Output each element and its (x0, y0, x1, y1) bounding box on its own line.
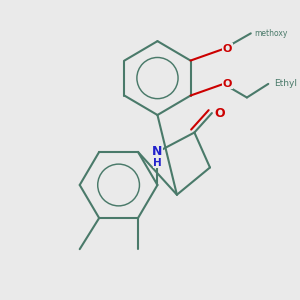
Text: O: O (223, 44, 232, 54)
Text: N: N (152, 146, 163, 158)
Text: H: H (153, 158, 162, 168)
Text: Ethyl: Ethyl (274, 80, 297, 88)
Text: methoxy: methoxy (255, 29, 288, 38)
Text: O: O (214, 106, 225, 120)
Text: O: O (223, 79, 232, 89)
